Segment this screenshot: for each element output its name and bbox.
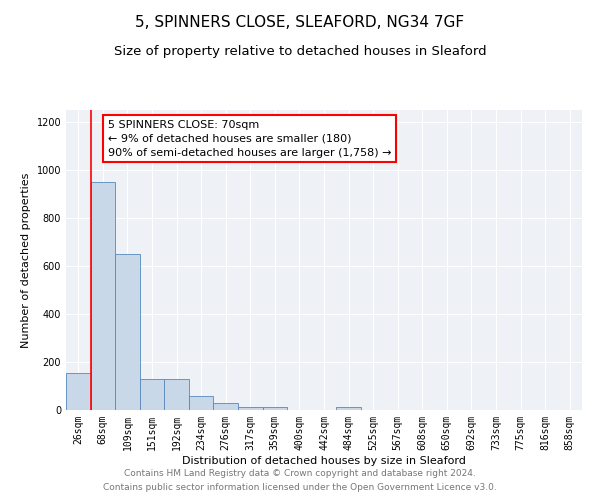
Text: Size of property relative to detached houses in Sleaford: Size of property relative to detached ho… [113, 45, 487, 58]
Bar [115, 254, 140, 410]
X-axis label: Distribution of detached houses by size in Sleaford: Distribution of detached houses by size … [182, 456, 466, 466]
Bar [336, 407, 361, 410]
Text: Contains public sector information licensed under the Open Government Licence v3: Contains public sector information licen… [103, 484, 497, 492]
Bar [189, 396, 214, 410]
Bar [66, 373, 91, 410]
Text: 5, SPINNERS CLOSE, SLEAFORD, NG34 7GF: 5, SPINNERS CLOSE, SLEAFORD, NG34 7GF [136, 15, 464, 30]
Bar [238, 407, 263, 410]
Bar [263, 407, 287, 410]
Text: Contains HM Land Registry data © Crown copyright and database right 2024.: Contains HM Land Registry data © Crown c… [124, 468, 476, 477]
Y-axis label: Number of detached properties: Number of detached properties [21, 172, 31, 348]
Text: 5 SPINNERS CLOSE: 70sqm
← 9% of detached houses are smaller (180)
90% of semi-de: 5 SPINNERS CLOSE: 70sqm ← 9% of detached… [108, 120, 391, 158]
Bar [140, 379, 164, 410]
Bar [91, 182, 115, 410]
Bar [214, 404, 238, 410]
Bar [164, 379, 189, 410]
